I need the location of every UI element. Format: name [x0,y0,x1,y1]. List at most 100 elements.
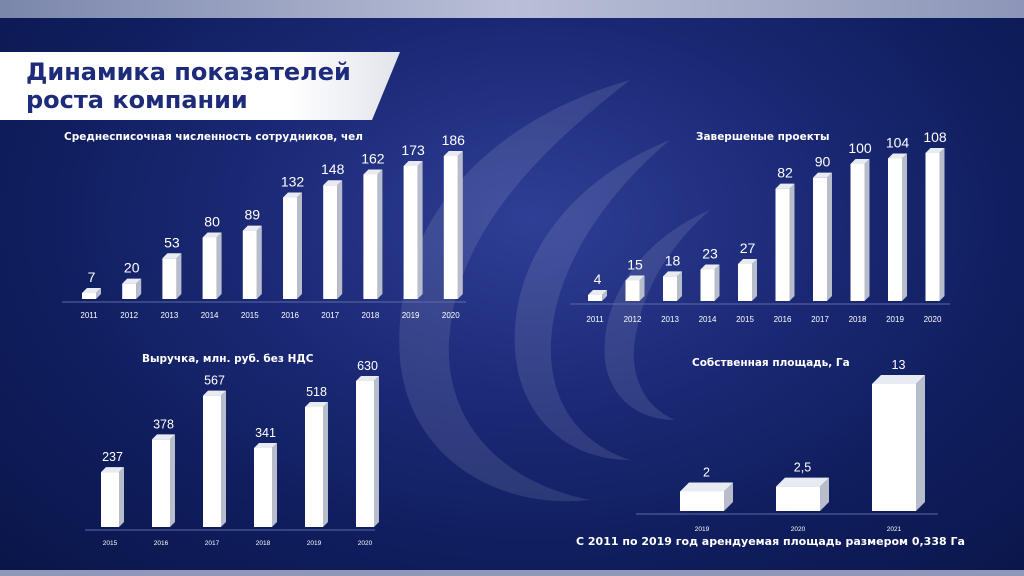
bar [850,158,870,301]
bar-top [122,278,142,284]
bar-top [872,375,925,384]
bar-top [82,288,101,293]
chart-title: Среднесписочная численность сотрудников,… [64,131,363,143]
bar [738,259,757,301]
x-tick-label: 2016 [281,311,299,320]
data-label: 7 [88,269,96,285]
bar-side [602,290,607,301]
bar-top [443,151,463,156]
bar-side [337,180,343,299]
data-label: 148 [321,161,345,177]
bar-side [374,376,379,527]
data-label: 567 [204,374,225,388]
bar-side [789,183,795,301]
bar-side [724,482,733,511]
bar-side [417,160,423,299]
bar-front [813,177,827,301]
bar-front [443,156,458,299]
bar-front [122,283,137,299]
bar-top [680,482,733,492]
bar-front [663,276,677,301]
data-label: 518 [306,385,327,399]
bar-top [363,169,383,175]
bar-front [283,197,297,299]
x-tick-label: 2018 [849,315,867,324]
bar-front [872,384,916,511]
bar [680,482,733,511]
bar [403,160,423,299]
bar-top [850,158,870,164]
bar [888,153,907,301]
bar-front [152,439,170,527]
bar-top [625,275,645,281]
x-tick-label: 2014 [699,315,717,324]
x-tick-label: 2012 [624,315,642,324]
data-label: 2,5 [794,461,811,475]
bar-side [457,151,463,299]
bar [776,477,829,511]
data-label: 104 [886,134,910,150]
bar-front [680,491,724,511]
chart-3: Выручка, млн. руб. без НДС 237 2015 378 2016… [85,353,379,547]
data-label: 53 [164,234,180,250]
bar [203,390,226,527]
data-label: 173 [401,142,425,158]
data-label: 2 [703,465,710,479]
bottom-band [0,570,1024,576]
bar-top [202,232,222,238]
bar [775,183,795,301]
bar-side [119,467,124,527]
data-label: 378 [153,417,174,431]
bar-side [916,375,925,511]
bar-top [152,434,175,440]
bar-front [776,486,820,511]
bar-top [242,225,262,231]
bar-top [588,290,607,295]
bar [356,376,379,527]
x-tick-label: 2012 [120,311,138,320]
bar-side [323,401,328,527]
data-label: 18 [665,252,681,268]
bar [625,275,645,301]
bar-side [677,271,682,301]
x-tick-label: 2019 [402,311,420,320]
bar [700,264,720,301]
bar-side [714,264,720,301]
bar-top [254,442,277,448]
bar-front [738,264,752,301]
bar-side [136,278,142,299]
bar-top [700,264,720,270]
data-label: 341 [255,426,276,440]
chart-title: Завершеные проекты [696,131,829,143]
x-tick-label: 2017 [321,311,339,320]
x-tick-label: 2015 [241,311,259,320]
bar-side [297,192,302,299]
bar-side [902,153,907,301]
bar-front [323,185,338,299]
x-tick-label: 2011 [586,315,604,324]
chart-title: Собственная площадь, Га [692,357,850,369]
bar-side [256,225,262,299]
bar [872,375,925,511]
bar-front [925,153,940,301]
x-tick-label: 2019 [886,315,904,324]
bar-top [283,192,302,198]
x-tick-label: 2019 [695,526,710,533]
bar-front [363,174,378,299]
bar-front [850,163,865,301]
bar-top [323,180,343,186]
bar-top [775,183,795,189]
bar-side [752,259,757,301]
x-tick-label: 2018 [362,311,380,320]
bar-top [203,390,226,396]
bar [663,271,682,301]
bar-front [588,295,602,301]
data-label: 237 [102,450,123,464]
bar [254,442,277,527]
data-label: 13 [892,358,906,372]
x-tick-label: 2015 [103,540,118,547]
data-label: 23 [702,245,718,261]
bar-top [162,253,182,259]
bar-side [377,169,383,299]
bar-front [82,293,96,299]
